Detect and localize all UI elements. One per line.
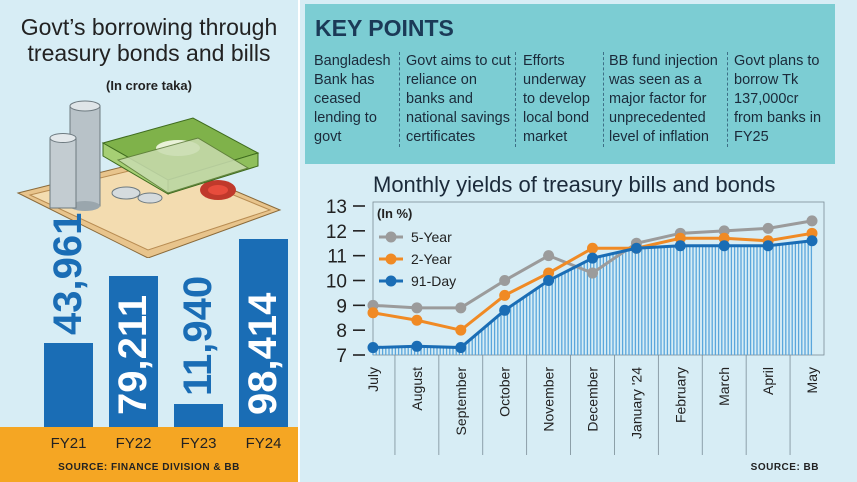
- bar-value-label: 43,961: [46, 212, 90, 335]
- series-91-day-point: [367, 342, 379, 354]
- y-tick-label: 10: [326, 272, 347, 293]
- key-point-divider: [399, 52, 400, 147]
- fiscal-year-label: FY23: [180, 435, 217, 452]
- fiscal-year-band: [0, 427, 298, 482]
- series-91-day-point: [455, 342, 467, 354]
- series-91-day-point: [630, 242, 642, 254]
- series-5-year-point: [499, 275, 511, 286]
- legend-marker: [385, 231, 397, 243]
- series-5-year-point: [543, 250, 555, 262]
- x-tick-label: April: [760, 367, 776, 395]
- yield-unit-label: (In %): [377, 206, 412, 221]
- fiscal-year-label: FY22: [115, 435, 152, 452]
- series-2-year-point: [499, 289, 511, 301]
- key-points-title: KEY POINTS: [315, 15, 454, 41]
- y-tick-label: 12: [326, 222, 347, 243]
- borrowing-chart-title: Govt’s borrowing through treasury bonds …: [10, 14, 288, 66]
- key-point-4: BB fund injection was seen as a major fa…: [609, 53, 718, 145]
- series-91-day-point: [718, 240, 730, 252]
- x-tick-label: August: [409, 367, 425, 411]
- y-tick-label: 13: [326, 197, 347, 218]
- borrowing-unit-label: (In crore taka): [106, 78, 192, 93]
- title-line-2: treasury bonds and bills: [27, 40, 271, 66]
- legend-label: 5-Year: [411, 229, 452, 245]
- series-5-year-point: [806, 215, 818, 227]
- y-tick-label: 8: [336, 321, 347, 342]
- series-2-year-point: [367, 307, 379, 319]
- series-5-year-point: [411, 302, 423, 314]
- x-tick-label: January '24: [628, 367, 644, 439]
- bar-value-label: 79,211: [111, 294, 155, 415]
- bar-fy21: [44, 343, 93, 427]
- y-tick-label: 11: [327, 247, 347, 268]
- series-91-day-point: [499, 304, 511, 316]
- key-point-divider: [515, 52, 516, 147]
- fiscal-year-label: FY24: [245, 435, 282, 452]
- bar-fy22: [109, 276, 158, 427]
- x-tick-label: October: [497, 367, 513, 417]
- bar-value-label: 98,414: [241, 292, 285, 415]
- x-tick-label: May: [804, 367, 820, 393]
- source-finance-division: SOURCE: FINANCE DIVISION & BB: [58, 462, 240, 473]
- key-point-2: Govt aims to cut reliance on banks and n…: [406, 53, 511, 145]
- y-tick-label: 7: [336, 346, 347, 367]
- yields-chart-title: Monthly yields of treasury bills and bon…: [373, 172, 776, 197]
- source-bb: SOURCE: BB: [750, 462, 819, 473]
- bar-value-label: 11,940: [176, 275, 220, 396]
- key-point-divider: [727, 52, 728, 147]
- series-91-day-point: [587, 252, 598, 264]
- fiscal-year-label: FY21: [50, 435, 87, 452]
- key-point-3: Efforts underway to develop local bond m…: [523, 53, 590, 145]
- x-tick-label: March: [716, 367, 732, 406]
- legend-marker: [385, 253, 397, 265]
- series-91-day-point: [762, 240, 774, 252]
- series-5-year-point: [587, 267, 598, 279]
- key-point-5: Govt plans to borrow Tk 137,000cr from b…: [734, 53, 822, 145]
- x-tick-label: November: [541, 367, 557, 432]
- legend-label: 91-Day: [411, 273, 456, 289]
- series-5-year-point: [455, 302, 467, 314]
- bar-fy23: [174, 404, 223, 427]
- key-points-box: [305, 4, 835, 164]
- series-91-day-point: [674, 240, 686, 252]
- legend-marker: [385, 275, 397, 287]
- key-point-1: Bangladesh Bank has ceased lending to go…: [314, 53, 391, 145]
- y-tick-label: 9: [336, 296, 347, 317]
- money-stack-illustration: [16, 100, 282, 258]
- bar-fy24: [239, 239, 288, 427]
- series-91-day-point: [806, 235, 818, 247]
- title-line-1: Govt’s borrowing through: [20, 14, 278, 40]
- series-2-year-point: [411, 314, 423, 326]
- series-2-year-point: [455, 324, 467, 336]
- series-91-day-point: [411, 340, 423, 352]
- key-point-divider: [603, 52, 604, 147]
- legend-label: 2-Year: [411, 251, 452, 267]
- series-91-day-point: [543, 275, 555, 286]
- series-2-year-point: [587, 242, 598, 254]
- x-tick-label: February: [672, 367, 688, 423]
- series-5-year-point: [762, 222, 774, 234]
- plot-frame: [372, 201, 825, 356]
- yields-line-chart: 7 8 9 10 11 12 13 July August September October Nov…: [326, 197, 825, 455]
- x-tick-label: September: [453, 367, 469, 436]
- x-tick-label: December: [585, 367, 601, 432]
- x-tick-label: July: [365, 367, 381, 392]
